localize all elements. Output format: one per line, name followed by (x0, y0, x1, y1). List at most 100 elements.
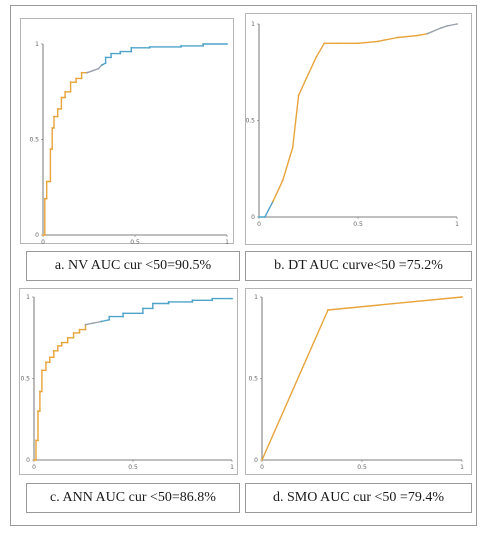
roc-point-a (64, 90, 66, 93)
x-tick-label-c: 1 (230, 464, 234, 471)
chart-b-svg: 0 0.5 1 0 0.5 1 (245, 21, 459, 228)
caption-a: a. NV AUC cur <50=90.5% (26, 251, 240, 281)
panel-d: 0 0.5 1 0 0.5 1 (245, 288, 472, 475)
roc-curve-a-segment-2 (101, 43, 227, 66)
roc-point-a (148, 46, 151, 48)
roc-curve-b-segment-2 (427, 23, 458, 35)
roc-point-c (78, 332, 81, 334)
x-tick-label-d: 0.5 (357, 464, 367, 471)
roc-point-c (191, 299, 194, 302)
x-tick-label-b: 1 (455, 221, 459, 228)
roc-point-c (60, 341, 63, 344)
y-tick-label-d: 0 (254, 457, 258, 464)
roc-point-a (130, 46, 133, 49)
roc-point-c (72, 332, 75, 334)
roc-point-a (80, 77, 83, 80)
roc-point-c (48, 356, 51, 359)
axes-b (258, 24, 457, 218)
roc-point-a (75, 77, 77, 80)
panel-c: 0 0.5 1 0 0.5 1 (19, 288, 238, 475)
roc-point-a (60, 96, 63, 99)
y-tick-label-d: 1 (254, 294, 258, 301)
roc-point-a (110, 52, 112, 55)
roc-point-b (264, 216, 266, 218)
y-tick-label-b: 0.5 (245, 118, 255, 125)
roc-point-a (202, 45, 205, 47)
roc-point-c (211, 297, 214, 300)
roc-point-c (122, 312, 124, 315)
roc-point-c (191, 301, 194, 303)
roc-point-a (51, 148, 54, 151)
roc-point-a (69, 90, 72, 93)
x-tick-label-a: 0.5 (130, 239, 140, 246)
chart-d-svg: 0 0.5 1 0 0.5 1 (248, 294, 464, 471)
roc-point-a (86, 71, 89, 74)
roc-point-c (56, 349, 59, 352)
roc-point-b (297, 94, 300, 97)
roc-curve-d-segment-0 (261, 296, 463, 461)
x-tick-label-a: 1 (225, 239, 229, 246)
roc-point-b (396, 36, 399, 39)
roc-point-c (35, 459, 37, 461)
roc-point-b (456, 23, 458, 25)
roc-point-c (84, 323, 87, 326)
roc-point-c (35, 439, 37, 442)
roc-point-a (75, 81, 77, 84)
roc-point-a (91, 69, 94, 72)
roc-point-c (39, 410, 41, 412)
roc-point-a (104, 62, 107, 64)
roc-point-a (45, 180, 48, 183)
roc-point-a (43, 197, 46, 200)
roc-point-a (51, 127, 54, 129)
roc-point-c (142, 307, 144, 310)
roc-point-c (39, 390, 41, 393)
roc-point-a (56, 108, 59, 110)
roc-point-c (41, 369, 43, 372)
x-tick-label-a: 0 (41, 239, 45, 246)
roc-point-b (416, 34, 419, 37)
roc-point-b (281, 179, 284, 182)
roc-point-a (45, 197, 48, 200)
roc-point-d (461, 296, 463, 298)
roc-point-a (130, 50, 133, 53)
x-tick-label-d: 0 (260, 464, 264, 471)
roc-point-a (180, 45, 182, 47)
chart-a-svg: 0 0.5 1 0 0.5 1 (29, 41, 229, 246)
roc-point-c (66, 341, 69, 344)
roc-point-b (258, 216, 260, 218)
y-tick-label-b: 1 (251, 21, 255, 28)
roc-point-b (272, 200, 274, 203)
roc-point-b (440, 27, 443, 29)
roc-curve-c-segment-2 (101, 297, 232, 323)
roc-point-c (151, 307, 154, 310)
roc-point-c (56, 345, 59, 347)
panel-a: 0 0.5 1 0 0.5 1 (20, 18, 234, 246)
roc-point-a (60, 108, 63, 110)
x-tick-label-d: 1 (460, 464, 464, 471)
chart-c-svg: 0 0.5 1 0 0.5 1 (20, 294, 234, 471)
roc-point-a (53, 115, 55, 118)
roc-point-c (100, 320, 103, 323)
roc-point-b (426, 32, 429, 35)
roc-curve-a-segment-1 (86, 64, 103, 74)
x-tick-label-b: 0.5 (353, 221, 363, 228)
roc-point-b (305, 77, 308, 79)
caption-b: b. DT AUC curve<50 =75.2% (245, 251, 472, 281)
y-tick-label-c: 0.5 (20, 376, 30, 383)
roc-point-a (202, 43, 205, 45)
roc-point-c (167, 301, 170, 303)
roc-point-d (261, 459, 263, 461)
roc-point-c (84, 328, 87, 331)
roc-point-a (53, 127, 55, 129)
roc-point-c (37, 439, 39, 442)
roc-point-a (119, 52, 122, 55)
roc-point-a (104, 56, 107, 59)
x-tick-label-c: 0 (32, 464, 36, 471)
y-tick-label-b: 0 (251, 214, 255, 221)
caption-c: c. ANN AUC cur <50=86.8% (26, 483, 240, 513)
roc-point-c (66, 336, 69, 339)
roc-point-a (43, 234, 46, 236)
y-tick-label-a: 0.5 (29, 137, 39, 144)
roc-point-a (101, 64, 103, 66)
y-tick-label-a: 0 (35, 232, 39, 239)
